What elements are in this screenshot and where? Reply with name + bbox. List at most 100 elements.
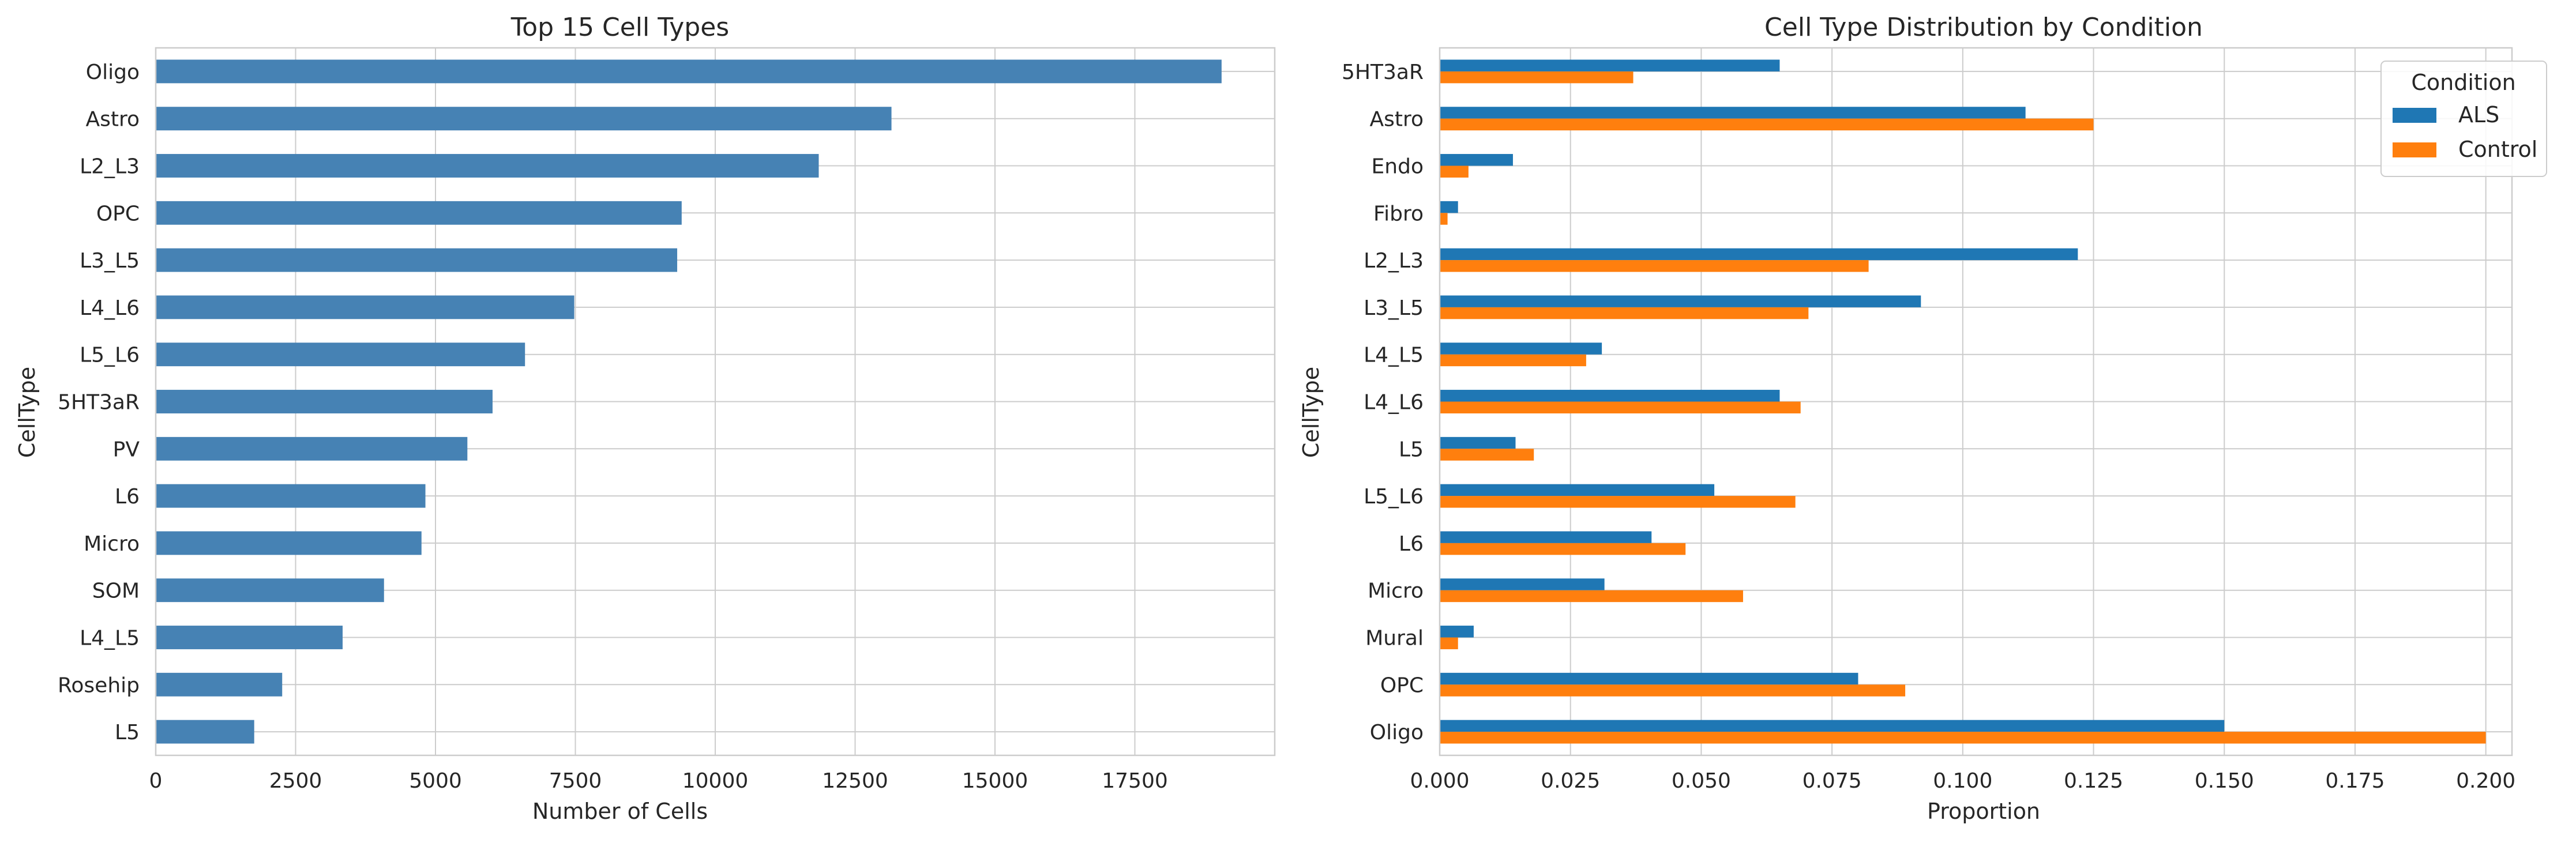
bar-als xyxy=(1440,248,2078,261)
bar-control xyxy=(1440,260,1869,272)
cell-count-chart: Top 15 Cell Types 0 2500 5000 7500 10000 1250… xyxy=(14,13,1276,824)
bar-als xyxy=(1440,484,1715,496)
x-tick-label: 0.050 xyxy=(1672,769,1731,793)
y-tick-label: Micro xyxy=(1368,579,1424,603)
bar-control xyxy=(1440,213,1448,225)
bar-control xyxy=(1440,354,1586,367)
x-tick-label: 0.150 xyxy=(2195,769,2254,793)
y-tick-label: OPC xyxy=(96,202,140,225)
bar-als xyxy=(1440,107,2026,119)
bar xyxy=(156,295,574,319)
axes-frame xyxy=(1439,47,2513,757)
y-axis-label: CellType xyxy=(1298,367,1324,458)
y-tick-label: L2_L3 xyxy=(1364,249,1424,273)
y-tick-label: L4_L6 xyxy=(1364,391,1424,415)
bar xyxy=(156,248,678,272)
bar-control xyxy=(1440,496,1796,508)
y-tick-label: L5 xyxy=(1399,438,1424,461)
legend-label-control: Control xyxy=(2458,137,2537,162)
bar-als xyxy=(1440,720,2225,732)
bar-als xyxy=(1440,390,1780,402)
bar xyxy=(156,390,493,413)
x-tick-label: 0.000 xyxy=(1410,769,1469,793)
y-tick-label: Micro xyxy=(84,532,140,556)
bar xyxy=(156,531,422,555)
bar xyxy=(156,626,343,649)
x-tick-label: 0.025 xyxy=(1541,769,1600,793)
y-tick-label: Astro xyxy=(85,108,140,131)
bar-als xyxy=(1440,295,1921,307)
y-tick-label: L4_L5 xyxy=(80,627,140,650)
chart-title: Top 15 Cell Types xyxy=(510,13,729,42)
legend-swatch-control xyxy=(2393,142,2436,157)
bar-als xyxy=(1440,343,1602,355)
y-tick-label: L3_L5 xyxy=(80,249,140,273)
bar-control xyxy=(1440,165,1469,178)
bar-control xyxy=(1440,684,1906,697)
x-tick-label: 15000 xyxy=(962,769,1028,793)
bar-als xyxy=(1440,531,1652,543)
x-tick-label: 0 xyxy=(149,769,163,793)
bar xyxy=(156,107,892,131)
y-tick-label: Oligo xyxy=(86,61,140,84)
legend-label-als: ALS xyxy=(2458,102,2499,127)
y-tick-label: SOM xyxy=(92,579,140,603)
x-tick-label: 10000 xyxy=(682,769,749,793)
y-tick-label: Fibro xyxy=(1373,202,1424,225)
x-tick-label: 7500 xyxy=(549,769,602,793)
bar xyxy=(156,154,819,178)
y-tick-label: L4_L5 xyxy=(1364,344,1424,367)
bar-control xyxy=(1440,401,1801,413)
chart-title: Cell Type Distribution by Condition xyxy=(1764,13,2203,42)
bar xyxy=(156,578,384,603)
legend: Condition ALS Control xyxy=(2380,61,2547,177)
plot-area: 0 2500 5000 7500 10000 12500 15000 17500 Oligo As… xyxy=(58,47,1276,793)
bar xyxy=(156,484,426,508)
bar xyxy=(156,720,254,744)
y-tick-label: L4_L6 xyxy=(80,296,140,320)
y-tick-label: Endo xyxy=(1372,155,1424,179)
bar xyxy=(156,436,468,461)
bar xyxy=(156,59,1222,84)
bar xyxy=(156,672,283,697)
legend-title: Condition xyxy=(2411,70,2515,95)
y-tick-label: L2_L3 xyxy=(80,155,140,179)
bar-control xyxy=(1440,307,1809,319)
y-tick-label: Astro xyxy=(1369,108,1424,131)
y-tick-label: Rosehip xyxy=(58,673,140,697)
x-tick-label: 0.175 xyxy=(2325,769,2385,793)
plot-area: 0.000 0.025 0.050 0.075 0.100 0.125 0.150 0.175… xyxy=(1342,47,2515,793)
x-tick-label: 5000 xyxy=(409,769,462,793)
bar-als xyxy=(1440,59,1780,71)
bar-als xyxy=(1440,154,1513,166)
bar-als xyxy=(1440,672,1858,685)
y-tick-label: L6 xyxy=(115,485,140,509)
x-tick-label: 12500 xyxy=(822,769,888,793)
y-tick-label: L5_L6 xyxy=(80,344,140,367)
y-tick-label: L5_L6 xyxy=(1364,485,1424,509)
bar-als xyxy=(1440,201,1458,213)
bar-control xyxy=(1440,118,2094,131)
y-tick-label: Mural xyxy=(1365,627,1424,650)
y-tick-label: L5 xyxy=(115,721,140,744)
bar-control xyxy=(1440,637,1458,649)
bar-control xyxy=(1440,590,1743,603)
condition-distribution-chart: Cell Type Distribution by Condition 0.00… xyxy=(1298,13,2547,824)
y-tick-label: Oligo xyxy=(1370,721,1424,744)
y-tick-label: L6 xyxy=(1399,532,1424,556)
bar xyxy=(156,343,525,367)
bar-control xyxy=(1440,732,2486,744)
y-tick-label: 5HT3aR xyxy=(58,391,140,415)
x-axis-label: Proportion xyxy=(1927,799,2040,824)
x-axis-label: Number of Cells xyxy=(532,799,708,824)
legend-swatch-als xyxy=(2393,108,2436,123)
x-tick-label: 2500 xyxy=(269,769,322,793)
x-tick-label: 0.100 xyxy=(1933,769,1992,793)
x-tick-label: 17500 xyxy=(1102,769,1168,793)
y-tick-label: PV xyxy=(113,438,140,461)
x-tick-label: 0.125 xyxy=(2064,769,2123,793)
x-tick-label: 0.200 xyxy=(2456,769,2515,793)
bar xyxy=(156,201,682,225)
y-tick-label: L3_L5 xyxy=(1364,296,1424,320)
